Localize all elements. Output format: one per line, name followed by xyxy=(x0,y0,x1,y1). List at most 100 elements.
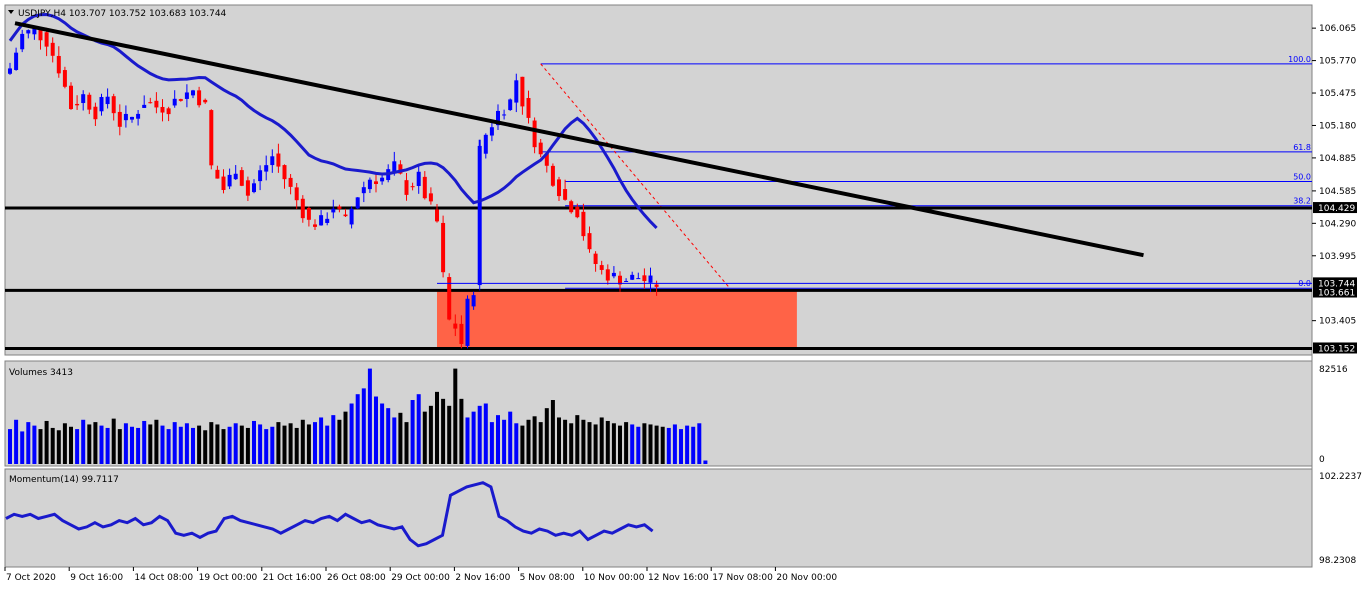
demand-zone xyxy=(437,290,797,349)
volume-bar xyxy=(154,419,159,464)
volume-bar xyxy=(489,422,494,464)
candle-body xyxy=(648,275,653,283)
candle-body xyxy=(32,27,37,35)
volume-bar xyxy=(538,422,543,464)
price-tick-label: 103.405 xyxy=(1319,317,1356,327)
candle-body xyxy=(636,278,641,280)
volume-bar xyxy=(569,423,574,464)
fibonacci-retracement[interactable]: 100.061.850.038.20.0 xyxy=(540,55,1312,289)
candle-body xyxy=(618,275,622,285)
volume-bar xyxy=(502,419,507,464)
candle-body xyxy=(508,99,513,111)
candle-body xyxy=(197,90,202,106)
candle-body xyxy=(575,206,580,218)
volume-bar xyxy=(87,424,92,464)
volume-bar xyxy=(264,429,269,464)
volume-bar xyxy=(660,426,665,464)
candle-body xyxy=(136,113,141,119)
volume-bar xyxy=(392,417,397,464)
volume-bar xyxy=(532,416,537,464)
volume-bar xyxy=(624,422,629,464)
volume-bar xyxy=(374,396,378,464)
candle-body xyxy=(38,29,43,41)
candle-body xyxy=(8,68,12,74)
volume-bar xyxy=(544,408,549,464)
volume-tick-label: 0 xyxy=(1319,455,1325,465)
volume-bar xyxy=(514,423,519,464)
dropdown-triangle-icon[interactable] xyxy=(8,10,14,14)
volume-bar xyxy=(550,400,555,464)
volume-bar xyxy=(520,425,525,464)
volume-bar xyxy=(276,422,281,464)
volume-bar xyxy=(136,427,141,464)
candle-body xyxy=(337,206,342,209)
price-tick-label: 105.475 xyxy=(1319,89,1356,99)
price-tick-label: 104.885 xyxy=(1319,154,1356,164)
volume-bar xyxy=(508,411,513,464)
volume-bar xyxy=(69,426,73,464)
candle-body xyxy=(87,94,92,110)
candle-body xyxy=(117,111,122,127)
volume-bar xyxy=(611,423,616,464)
candle-body xyxy=(593,253,598,265)
symbol-header: USDJPY,H4 103.707 103.752 103.683 103.74… xyxy=(18,9,227,19)
volume-bar xyxy=(294,427,299,464)
candle-body xyxy=(154,100,159,108)
price-tick-label: 105.180 xyxy=(1319,121,1356,131)
volume-bar xyxy=(130,426,134,464)
candle-body xyxy=(166,108,171,115)
candle-body xyxy=(416,171,421,186)
volume-bar xyxy=(215,424,220,464)
volume-bar xyxy=(404,422,409,464)
candle-body xyxy=(441,222,446,273)
candle-body xyxy=(380,177,385,182)
volume-bar xyxy=(209,422,214,464)
volume-bar xyxy=(691,426,696,464)
volume-bar xyxy=(252,420,256,464)
time-tick-label: 10 Nov 00:00 xyxy=(584,573,645,583)
candle-body xyxy=(605,269,610,281)
time-tick-label: 12 Nov 16:00 xyxy=(648,573,709,583)
time-tick-label: 17 Nov 08:00 xyxy=(712,573,773,583)
time-tick-label: 14 Oct 08:00 xyxy=(134,573,193,583)
volume-bar xyxy=(184,423,189,464)
volume-tick-label: 82516 xyxy=(1319,365,1348,375)
volume-bar xyxy=(428,405,433,464)
momentum-pane[interactable] xyxy=(4,468,1313,568)
volume-bar xyxy=(618,425,622,464)
volume-axis: 82516 0 xyxy=(1319,365,1348,465)
volume-bar xyxy=(416,394,421,464)
price-marker-label: 103.152 xyxy=(1318,344,1355,354)
candle-body xyxy=(276,153,281,167)
candle-body xyxy=(550,165,555,186)
candle-body xyxy=(75,103,80,106)
volume-bar xyxy=(93,422,98,464)
volume-bar xyxy=(197,425,202,464)
candle-body xyxy=(148,102,153,104)
volume-bar xyxy=(666,427,671,464)
volume-bar xyxy=(105,427,110,464)
fib-diagonal xyxy=(540,63,731,289)
volume-bar xyxy=(111,418,116,464)
volume-bar xyxy=(142,420,147,464)
volume-bar xyxy=(398,412,403,464)
momentum-tick-label: 102.2237 xyxy=(1319,472,1362,482)
candle-body xyxy=(459,323,464,344)
volume-bar xyxy=(410,400,415,464)
candle-body xyxy=(203,99,208,103)
candle-body xyxy=(69,85,73,110)
price-marker-box xyxy=(1313,277,1357,289)
volume-bar xyxy=(441,398,446,464)
volume-bar xyxy=(685,425,690,464)
candle-body xyxy=(62,70,67,87)
volume-bar xyxy=(459,398,464,464)
volume-bar xyxy=(435,391,439,464)
volume-bar xyxy=(38,429,43,464)
volume-bar xyxy=(313,422,317,464)
candle-body xyxy=(483,134,488,154)
time-tick-label: 9 Oct 16:00 xyxy=(70,573,123,583)
volume-bar xyxy=(221,429,226,464)
descending-trendline[interactable] xyxy=(14,21,1144,258)
price-marker-label: 103.744 xyxy=(1318,279,1355,289)
